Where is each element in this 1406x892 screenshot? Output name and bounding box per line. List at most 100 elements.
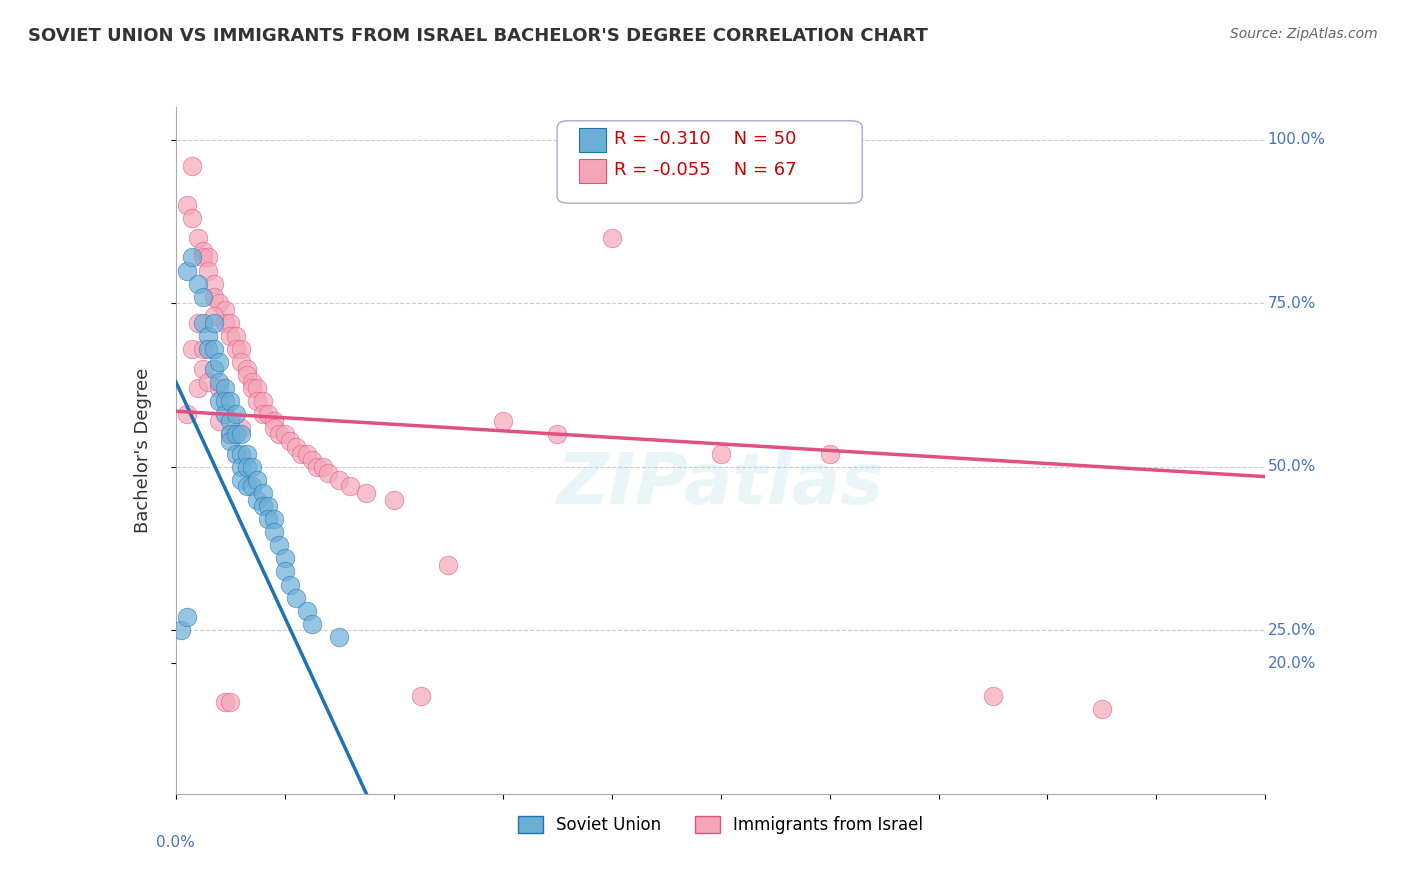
Point bbox=[278, 434, 301, 448]
Point bbox=[246, 381, 269, 395]
Point bbox=[312, 459, 335, 474]
Point bbox=[263, 414, 285, 428]
Point bbox=[274, 565, 297, 579]
Point bbox=[214, 316, 236, 330]
Point bbox=[219, 394, 242, 409]
Point bbox=[274, 427, 297, 442]
Point bbox=[202, 290, 225, 304]
Point bbox=[231, 473, 253, 487]
Point bbox=[235, 479, 257, 493]
Point bbox=[191, 342, 214, 356]
Point bbox=[231, 355, 253, 369]
Point bbox=[208, 381, 231, 395]
Point bbox=[208, 394, 231, 409]
Point bbox=[252, 499, 274, 513]
Point bbox=[252, 394, 274, 409]
Point bbox=[278, 577, 301, 591]
Point bbox=[437, 558, 460, 572]
Point bbox=[252, 408, 274, 422]
Point bbox=[240, 479, 263, 493]
Point bbox=[214, 302, 236, 317]
Point bbox=[225, 408, 247, 422]
Point bbox=[981, 689, 1004, 703]
Point bbox=[307, 459, 329, 474]
Point bbox=[225, 447, 247, 461]
Point bbox=[240, 381, 263, 395]
Point bbox=[263, 512, 285, 526]
Text: R = -0.310    N = 50: R = -0.310 N = 50 bbox=[614, 130, 796, 148]
Point bbox=[269, 538, 291, 552]
Point bbox=[208, 414, 231, 428]
Text: 25.0%: 25.0% bbox=[1268, 623, 1316, 638]
Bar bbox=[579, 128, 606, 152]
Text: SOVIET UNION VS IMMIGRANTS FROM ISRAEL BACHELOR'S DEGREE CORRELATION CHART: SOVIET UNION VS IMMIGRANTS FROM ISRAEL B… bbox=[28, 27, 928, 45]
Point bbox=[240, 375, 263, 389]
Text: 20.0%: 20.0% bbox=[1268, 656, 1316, 671]
Point bbox=[246, 473, 269, 487]
Point bbox=[208, 355, 231, 369]
Point bbox=[170, 624, 193, 638]
Y-axis label: Bachelor's Degree: Bachelor's Degree bbox=[134, 368, 152, 533]
Point bbox=[257, 408, 280, 422]
Point bbox=[181, 159, 204, 173]
Point bbox=[191, 316, 214, 330]
Point bbox=[202, 316, 225, 330]
Point bbox=[191, 251, 214, 265]
Point bbox=[257, 499, 280, 513]
Point bbox=[290, 447, 312, 461]
Point bbox=[219, 427, 242, 442]
Point bbox=[219, 695, 242, 709]
Point bbox=[301, 616, 323, 631]
Point bbox=[295, 604, 318, 618]
Point bbox=[231, 447, 253, 461]
Point bbox=[269, 427, 291, 442]
Point bbox=[492, 414, 515, 428]
Point bbox=[186, 381, 209, 395]
Point bbox=[197, 342, 219, 356]
Point bbox=[818, 447, 841, 461]
Point bbox=[197, 251, 219, 265]
Point bbox=[219, 434, 242, 448]
Point bbox=[197, 375, 219, 389]
Text: ZIPatlas: ZIPatlas bbox=[557, 450, 884, 519]
Point bbox=[318, 467, 340, 481]
Point bbox=[240, 459, 263, 474]
Point bbox=[219, 414, 242, 428]
Point bbox=[252, 486, 274, 500]
Point bbox=[202, 342, 225, 356]
Point bbox=[225, 342, 247, 356]
Point bbox=[328, 630, 350, 644]
Point bbox=[263, 525, 285, 540]
Point bbox=[231, 420, 253, 434]
Point bbox=[191, 361, 214, 376]
Point bbox=[284, 591, 307, 605]
Point bbox=[214, 408, 236, 422]
Point bbox=[231, 342, 253, 356]
Point bbox=[176, 610, 198, 624]
Text: 50.0%: 50.0% bbox=[1268, 459, 1316, 475]
Bar bbox=[579, 159, 606, 183]
Text: 0.0%: 0.0% bbox=[156, 835, 195, 850]
Point bbox=[235, 368, 257, 383]
Point bbox=[600, 231, 623, 245]
Text: 100.0%: 100.0% bbox=[1268, 132, 1326, 147]
Point bbox=[219, 329, 242, 343]
Point bbox=[219, 316, 242, 330]
Point bbox=[263, 420, 285, 434]
Point bbox=[246, 394, 269, 409]
Point bbox=[176, 408, 198, 422]
Point bbox=[382, 492, 405, 507]
Point bbox=[710, 447, 733, 461]
Point bbox=[409, 689, 432, 703]
Text: R = -0.055    N = 67: R = -0.055 N = 67 bbox=[614, 161, 796, 179]
Point bbox=[186, 277, 209, 291]
Point bbox=[257, 512, 280, 526]
Point bbox=[231, 427, 253, 442]
Point bbox=[1091, 702, 1114, 716]
Point bbox=[197, 263, 219, 277]
Point bbox=[202, 277, 225, 291]
Point bbox=[214, 381, 236, 395]
Point bbox=[328, 473, 350, 487]
Point bbox=[246, 492, 269, 507]
Point bbox=[295, 447, 318, 461]
